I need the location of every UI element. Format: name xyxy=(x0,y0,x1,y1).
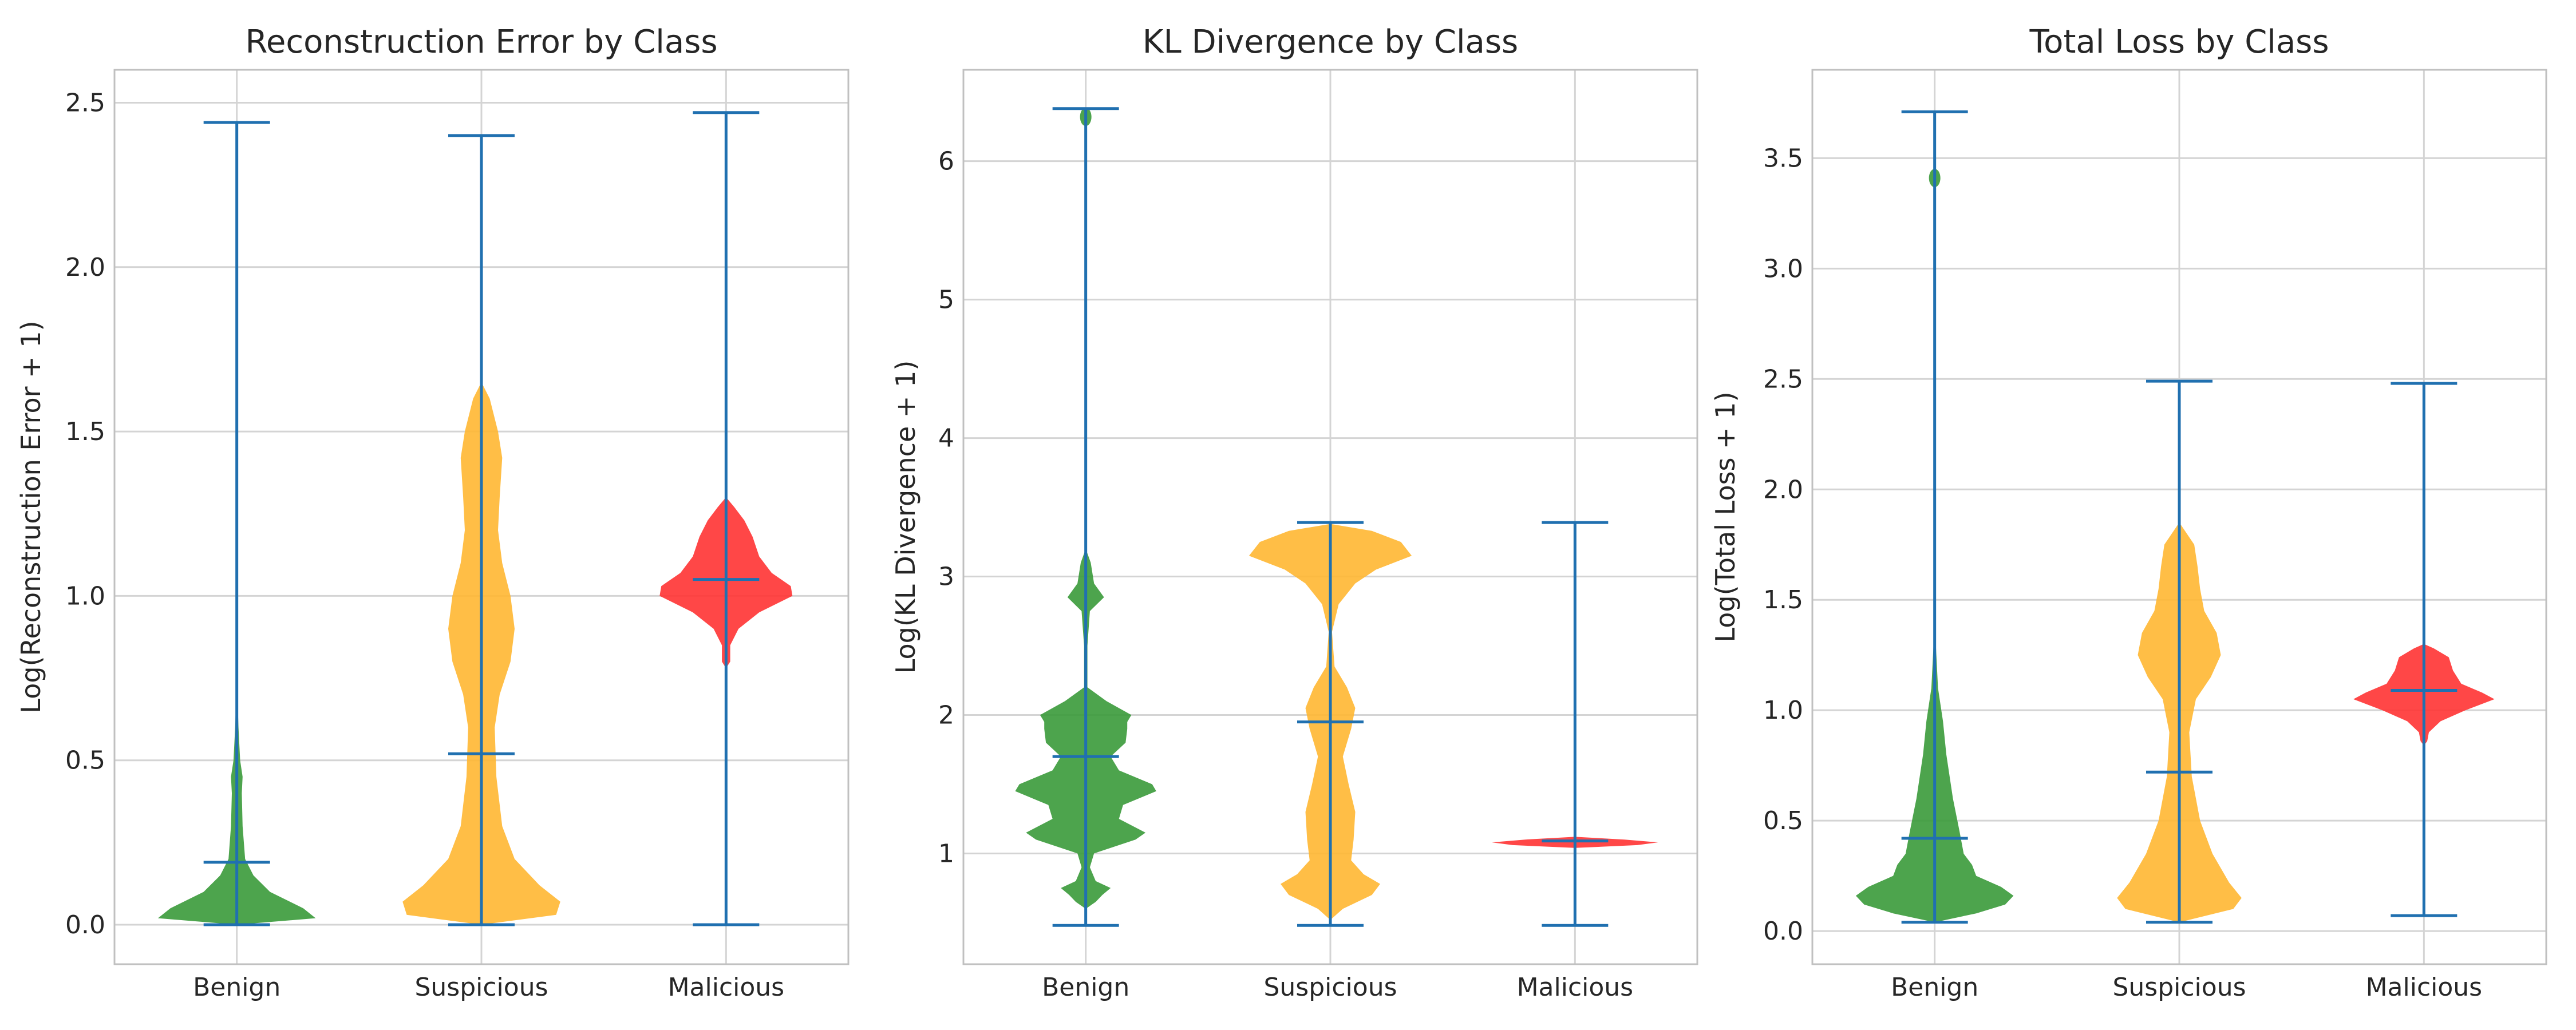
y-tick-label: 2.0 xyxy=(1763,475,1803,504)
y-tick-label: 0.0 xyxy=(1763,917,1803,946)
y-tick-label: 0.5 xyxy=(1763,806,1803,835)
x-tick-label: Malicious xyxy=(668,973,785,1002)
y-axis-label: Log(Total Loss + 1) xyxy=(1710,391,1741,642)
y-tick-label: 1.0 xyxy=(65,581,105,611)
plot-frame xyxy=(962,69,1698,965)
y-axis-label: Log(Reconstruction Error + 1) xyxy=(15,320,46,713)
y-tick-label: 1.5 xyxy=(65,417,105,446)
y-tick-label: 1.0 xyxy=(1763,696,1803,725)
x-tick-label: Malicious xyxy=(1517,973,1634,1002)
y-tick-label: 2 xyxy=(938,700,954,730)
y-tick-label: 3.5 xyxy=(1763,144,1803,173)
y-tick-label: 3 xyxy=(938,562,954,592)
y-tick-label: 5 xyxy=(938,286,954,315)
y-tick-label: 0.5 xyxy=(65,746,105,775)
y-tick-label: 2.5 xyxy=(65,88,105,117)
x-tick-label: Suspicious xyxy=(414,973,548,1002)
y-tick-label: 6 xyxy=(938,147,954,176)
x-tick-labels: Benign Suspicious Malicious xyxy=(1042,973,1633,1002)
y-tick-label: 4 xyxy=(938,424,954,453)
plot-frame xyxy=(1811,69,2547,965)
y-tick-label: 3.0 xyxy=(1763,254,1803,283)
y-tick-label: 1.5 xyxy=(1763,585,1803,615)
y-tick-labels: 0.0 0.5 1.0 1.5 2.0 2.5 3.0 3.5 xyxy=(1763,144,1803,946)
x-tick-label: Benign xyxy=(193,973,280,1002)
y-axis-label: Log(KL Divergence + 1) xyxy=(890,360,921,674)
chart-title: Total Loss by Class xyxy=(2029,23,2329,61)
panel-total-loss: Total Loss by Class Log(Total Loss + 1) … xyxy=(1710,23,2547,1002)
whiskers xyxy=(1052,107,1609,927)
x-tick-labels: Benign Suspicious Malicious xyxy=(1891,973,2482,1002)
y-tick-label: 2.5 xyxy=(1763,365,1803,394)
whiskers xyxy=(203,111,760,926)
y-tick-label: 1 xyxy=(938,839,954,868)
x-tick-label: Benign xyxy=(1042,973,1129,1002)
panel-reconstruction-error: Reconstruction Error by Class Log(Recons… xyxy=(15,23,850,1002)
x-tick-labels: Benign Suspicious Malicious xyxy=(193,973,784,1002)
x-tick-label: Benign xyxy=(1891,973,1978,1002)
chart-title: Reconstruction Error by Class xyxy=(245,23,717,61)
panel-kl-divergence: KL Divergence by Class Log(KL Divergence… xyxy=(890,23,1698,1002)
plot-frame xyxy=(113,69,850,965)
y-tick-label: 0.0 xyxy=(65,910,105,940)
y-tick-labels: 1 2 3 4 5 6 xyxy=(938,147,954,869)
chart-title: KL Divergence by Class xyxy=(1143,23,1518,61)
y-tick-labels: 0.0 0.5 1.0 1.5 2.0 2.5 xyxy=(65,88,105,940)
whiskers xyxy=(1901,110,2458,924)
x-tick-label: Malicious xyxy=(2366,973,2483,1002)
y-tick-label: 2.0 xyxy=(65,253,105,282)
x-tick-label: Suspicious xyxy=(2112,973,2246,1002)
x-tick-label: Suspicious xyxy=(1263,973,1397,1002)
